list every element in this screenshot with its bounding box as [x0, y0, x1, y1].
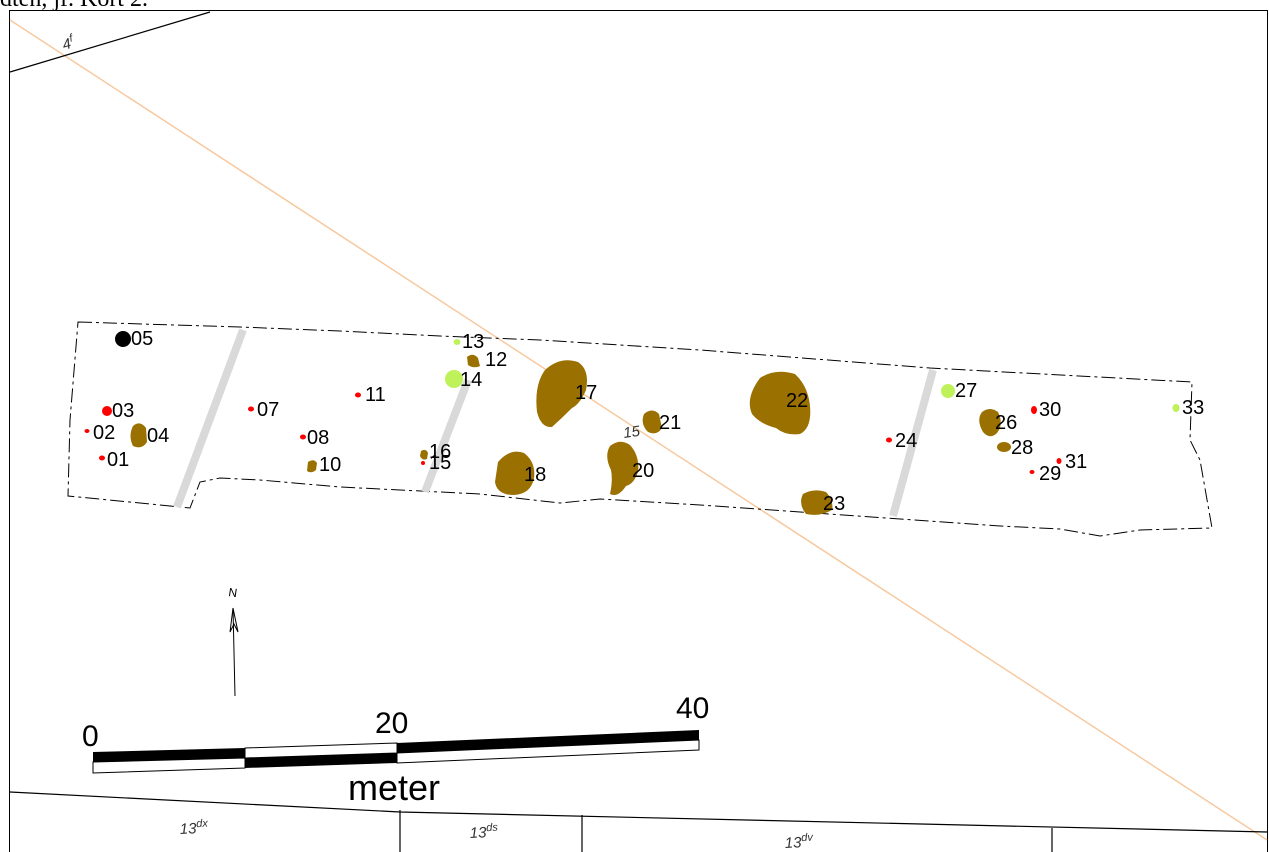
feature-label-21: 21 — [659, 412, 681, 434]
feature-label-04: 04 — [147, 425, 169, 447]
parcel-label-15: 15 — [622, 423, 642, 442]
feature-17[interactable] — [495, 451, 535, 495]
feature-label-30: 30 — [1039, 399, 1061, 421]
scale-label-20: 20 — [375, 707, 408, 740]
feature-label-29: 29 — [1039, 463, 1061, 485]
feature-label-05: 05 — [131, 328, 153, 350]
feature-label-23: 23 — [823, 493, 845, 515]
feature-label-17: 18 — [524, 464, 546, 486]
feature-label-28: 28 — [1011, 437, 1033, 459]
feature-29[interactable] — [1029, 470, 1035, 474]
feature-21[interactable] — [642, 410, 662, 434]
feature-12[interactable] — [467, 354, 480, 368]
feature-33[interactable] — [1172, 404, 1180, 412]
feature-02[interactable] — [84, 429, 90, 433]
feature-24[interactable] — [886, 437, 892, 443]
map-frame — [9, 10, 1268, 852]
north-arrow-shaft — [232, 607, 236, 697]
excavation-outline — [67, 321, 1213, 537]
feature-label-33: 33 — [1182, 397, 1204, 419]
feature-31[interactable] — [1056, 458, 1062, 464]
feature-label-03: 03 — [112, 400, 134, 422]
north-label: N — [228, 585, 239, 600]
feature-label-07: 07 — [257, 399, 279, 421]
feature-20[interactable] — [607, 441, 639, 495]
trench-1 — [173, 328, 247, 509]
trench-3 — [889, 368, 937, 518]
map-caption: dten, jf. Kort 2. — [0, 0, 148, 13]
scale-unit-label: meter — [348, 767, 440, 808]
feature-label-08: 08 — [307, 427, 329, 449]
feature-label-26: 26 — [995, 412, 1017, 434]
feature-13[interactable] — [453, 339, 461, 345]
orange-boundary-line — [9, 19, 1268, 841]
feature-label-31: 31 — [1065, 451, 1087, 473]
feature-label-27: 27 — [955, 380, 977, 402]
feature-label-15: 15 — [429, 452, 451, 474]
feature-label-12: 12 — [485, 349, 507, 371]
feature-label-11: 11 — [365, 384, 386, 406]
parcel-label-4f: 4f — [60, 32, 77, 54]
feature-05[interactable] — [115, 331, 131, 347]
feature-label-13: 13 — [462, 331, 484, 353]
parcel-label-13dx: 13dx — [179, 818, 209, 838]
feature-18[interactable] — [536, 360, 587, 428]
parcel-line-4f — [9, 11, 211, 73]
feature-11[interactable] — [355, 392, 361, 398]
feature-label-14: 14 — [460, 369, 482, 391]
feature-label-01: 01 — [107, 449, 129, 471]
feature-15[interactable] — [421, 461, 425, 465]
feature-label-18: 17 — [575, 382, 597, 404]
parcel-label-13dv: 13dv — [784, 831, 815, 852]
feature-label-10: 10 — [319, 454, 341, 476]
feature-label-02: 02 — [93, 422, 115, 444]
feature-07[interactable] — [248, 406, 254, 412]
feature-22[interactable] — [749, 371, 811, 435]
scale-bar: 0 20 40 meter — [82, 692, 709, 808]
feature-label-22: 22 — [786, 390, 808, 412]
north-arrow-head — [229, 607, 239, 633]
feature-08[interactable] — [300, 434, 306, 440]
trench-2 — [421, 378, 472, 494]
scale-label-0: 0 — [82, 720, 99, 753]
feature-04[interactable] — [130, 423, 148, 448]
scale-seg-3-bottom — [396, 739, 700, 764]
scale-seg-2-bottom — [245, 753, 397, 768]
feature-label-20: 20 — [632, 460, 654, 482]
feature-01[interactable] — [99, 455, 105, 461]
feature-label-16: 16 — [429, 441, 451, 463]
feature-23[interactable] — [801, 490, 833, 515]
feature-03[interactable] — [102, 406, 112, 416]
feature-30[interactable] — [1031, 406, 1037, 414]
parcel-label-13ds: 13ds — [469, 822, 499, 842]
feature-28[interactable] — [997, 442, 1011, 452]
feature-27[interactable] — [941, 384, 955, 398]
scale-label-40: 40 — [676, 692, 709, 725]
feature-16[interactable] — [420, 449, 428, 460]
feature-label-24: 24 — [895, 430, 917, 452]
scale-seg-3-top — [397, 730, 699, 753]
features: 01 02 03 04 05 07 08 10 11 12 13 14 — [84, 328, 1204, 515]
feature-10[interactable] — [307, 460, 317, 473]
feature-26[interactable] — [979, 409, 1001, 437]
north-arrow: N — [228, 585, 239, 697]
feature-14[interactable] — [445, 370, 463, 388]
